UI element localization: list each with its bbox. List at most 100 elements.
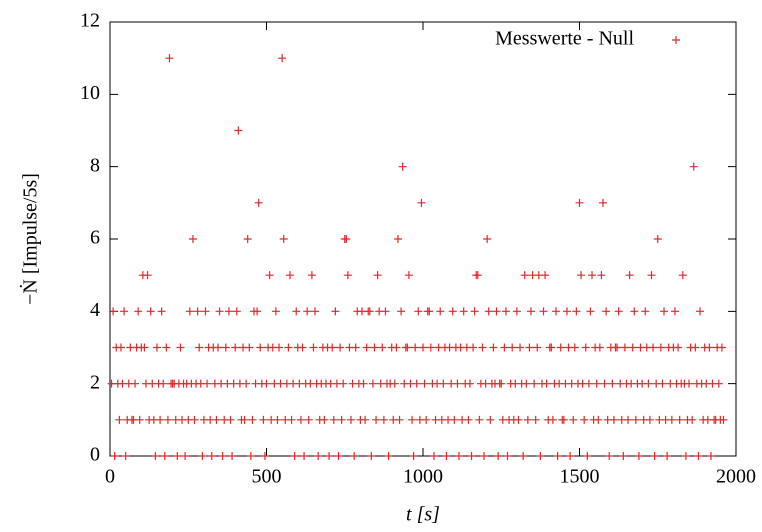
- data-point: [246, 452, 255, 460]
- data-point: [265, 271, 274, 280]
- data-point: [163, 415, 172, 424]
- y-tick-label: 0: [90, 444, 100, 466]
- data-point: [583, 452, 592, 460]
- data-point: [685, 379, 694, 388]
- data-point: [195, 343, 204, 352]
- data-point: [580, 415, 589, 424]
- data-point: [536, 452, 545, 460]
- y-axis-label: −Ṅ [Impulse/5s]: [19, 173, 42, 305]
- data-point: [336, 343, 345, 352]
- data-point: [329, 415, 338, 424]
- data-point: [290, 452, 299, 460]
- data-point: [372, 415, 381, 424]
- data-point: [287, 415, 296, 424]
- data-point: [625, 271, 634, 280]
- data-point: [259, 415, 268, 424]
- data-point: [453, 379, 462, 388]
- data-point: [224, 307, 233, 316]
- data-point: [426, 343, 435, 352]
- data-point: [631, 415, 640, 424]
- data-point: [641, 307, 650, 316]
- data-point: [339, 379, 348, 388]
- data-point: [667, 415, 676, 424]
- data-point: [516, 343, 525, 352]
- x-tick-label: 0: [105, 466, 115, 488]
- data-point: [365, 307, 374, 316]
- data-point: [414, 307, 423, 316]
- data-point: [188, 235, 197, 243]
- x-tick-label: 500: [252, 466, 282, 488]
- data-point: [390, 379, 399, 388]
- data-point: [436, 307, 445, 316]
- data-point: [508, 343, 517, 352]
- data-point: [131, 379, 140, 388]
- data-point: [146, 307, 155, 316]
- data-point: [566, 452, 575, 460]
- data-point: [173, 452, 182, 460]
- data-point: [608, 379, 617, 388]
- data-point: [373, 271, 382, 280]
- data-point: [109, 307, 118, 316]
- data-point: [464, 415, 473, 424]
- data-point: [497, 379, 506, 388]
- data-point: [663, 452, 672, 460]
- data-point: [634, 452, 643, 460]
- data-point: [653, 235, 662, 243]
- data-point: [378, 343, 387, 352]
- data-point: [398, 162, 407, 171]
- data-point: [419, 343, 427, 352]
- data-point: [231, 343, 240, 352]
- data-point: [492, 307, 501, 316]
- data-point: [362, 343, 371, 352]
- data-point: [547, 343, 556, 352]
- data-point: [705, 343, 714, 352]
- data-point: [556, 343, 565, 352]
- data-point: [489, 343, 498, 352]
- data-point: [254, 198, 263, 207]
- data-point: [110, 452, 119, 460]
- data-point: [367, 452, 376, 460]
- data-point: [570, 343, 579, 352]
- data-point: [412, 379, 421, 388]
- data-point: [519, 452, 528, 460]
- y-tick-label: 4: [90, 299, 100, 321]
- data-point: [379, 415, 388, 424]
- data-point: [273, 415, 282, 424]
- data-point: [647, 271, 656, 280]
- data-point: [232, 307, 241, 316]
- data-point: [143, 271, 152, 280]
- data-point: [384, 452, 393, 460]
- data-point: [473, 271, 482, 280]
- data-point: [350, 452, 359, 460]
- data-point: [368, 379, 377, 388]
- data-point: [271, 307, 280, 316]
- data-point: [696, 307, 705, 316]
- data-point: [207, 452, 216, 460]
- data-point: [644, 379, 653, 388]
- data-point: [522, 379, 531, 388]
- data-point: [429, 452, 438, 460]
- data-point: [314, 452, 323, 460]
- data-point: [586, 307, 595, 316]
- data-point: [325, 452, 334, 460]
- data-point: [253, 307, 262, 316]
- data-point: [478, 343, 487, 352]
- data-point: [575, 198, 584, 207]
- data-point: [614, 307, 623, 316]
- data-point: [284, 343, 293, 352]
- data-point: [347, 415, 356, 424]
- data-point: [193, 307, 202, 316]
- data-point: [245, 343, 254, 352]
- data-point: [691, 343, 700, 352]
- data-point: [370, 343, 379, 352]
- data-point: [215, 307, 224, 316]
- data-point: [228, 452, 237, 460]
- data-point: [439, 379, 448, 388]
- data-point: [342, 235, 351, 243]
- data-point: [307, 271, 316, 280]
- data-point: [645, 415, 654, 424]
- data-point: [581, 343, 590, 352]
- data-point: [134, 307, 143, 316]
- data-point: [256, 343, 265, 352]
- data-point: [213, 343, 222, 352]
